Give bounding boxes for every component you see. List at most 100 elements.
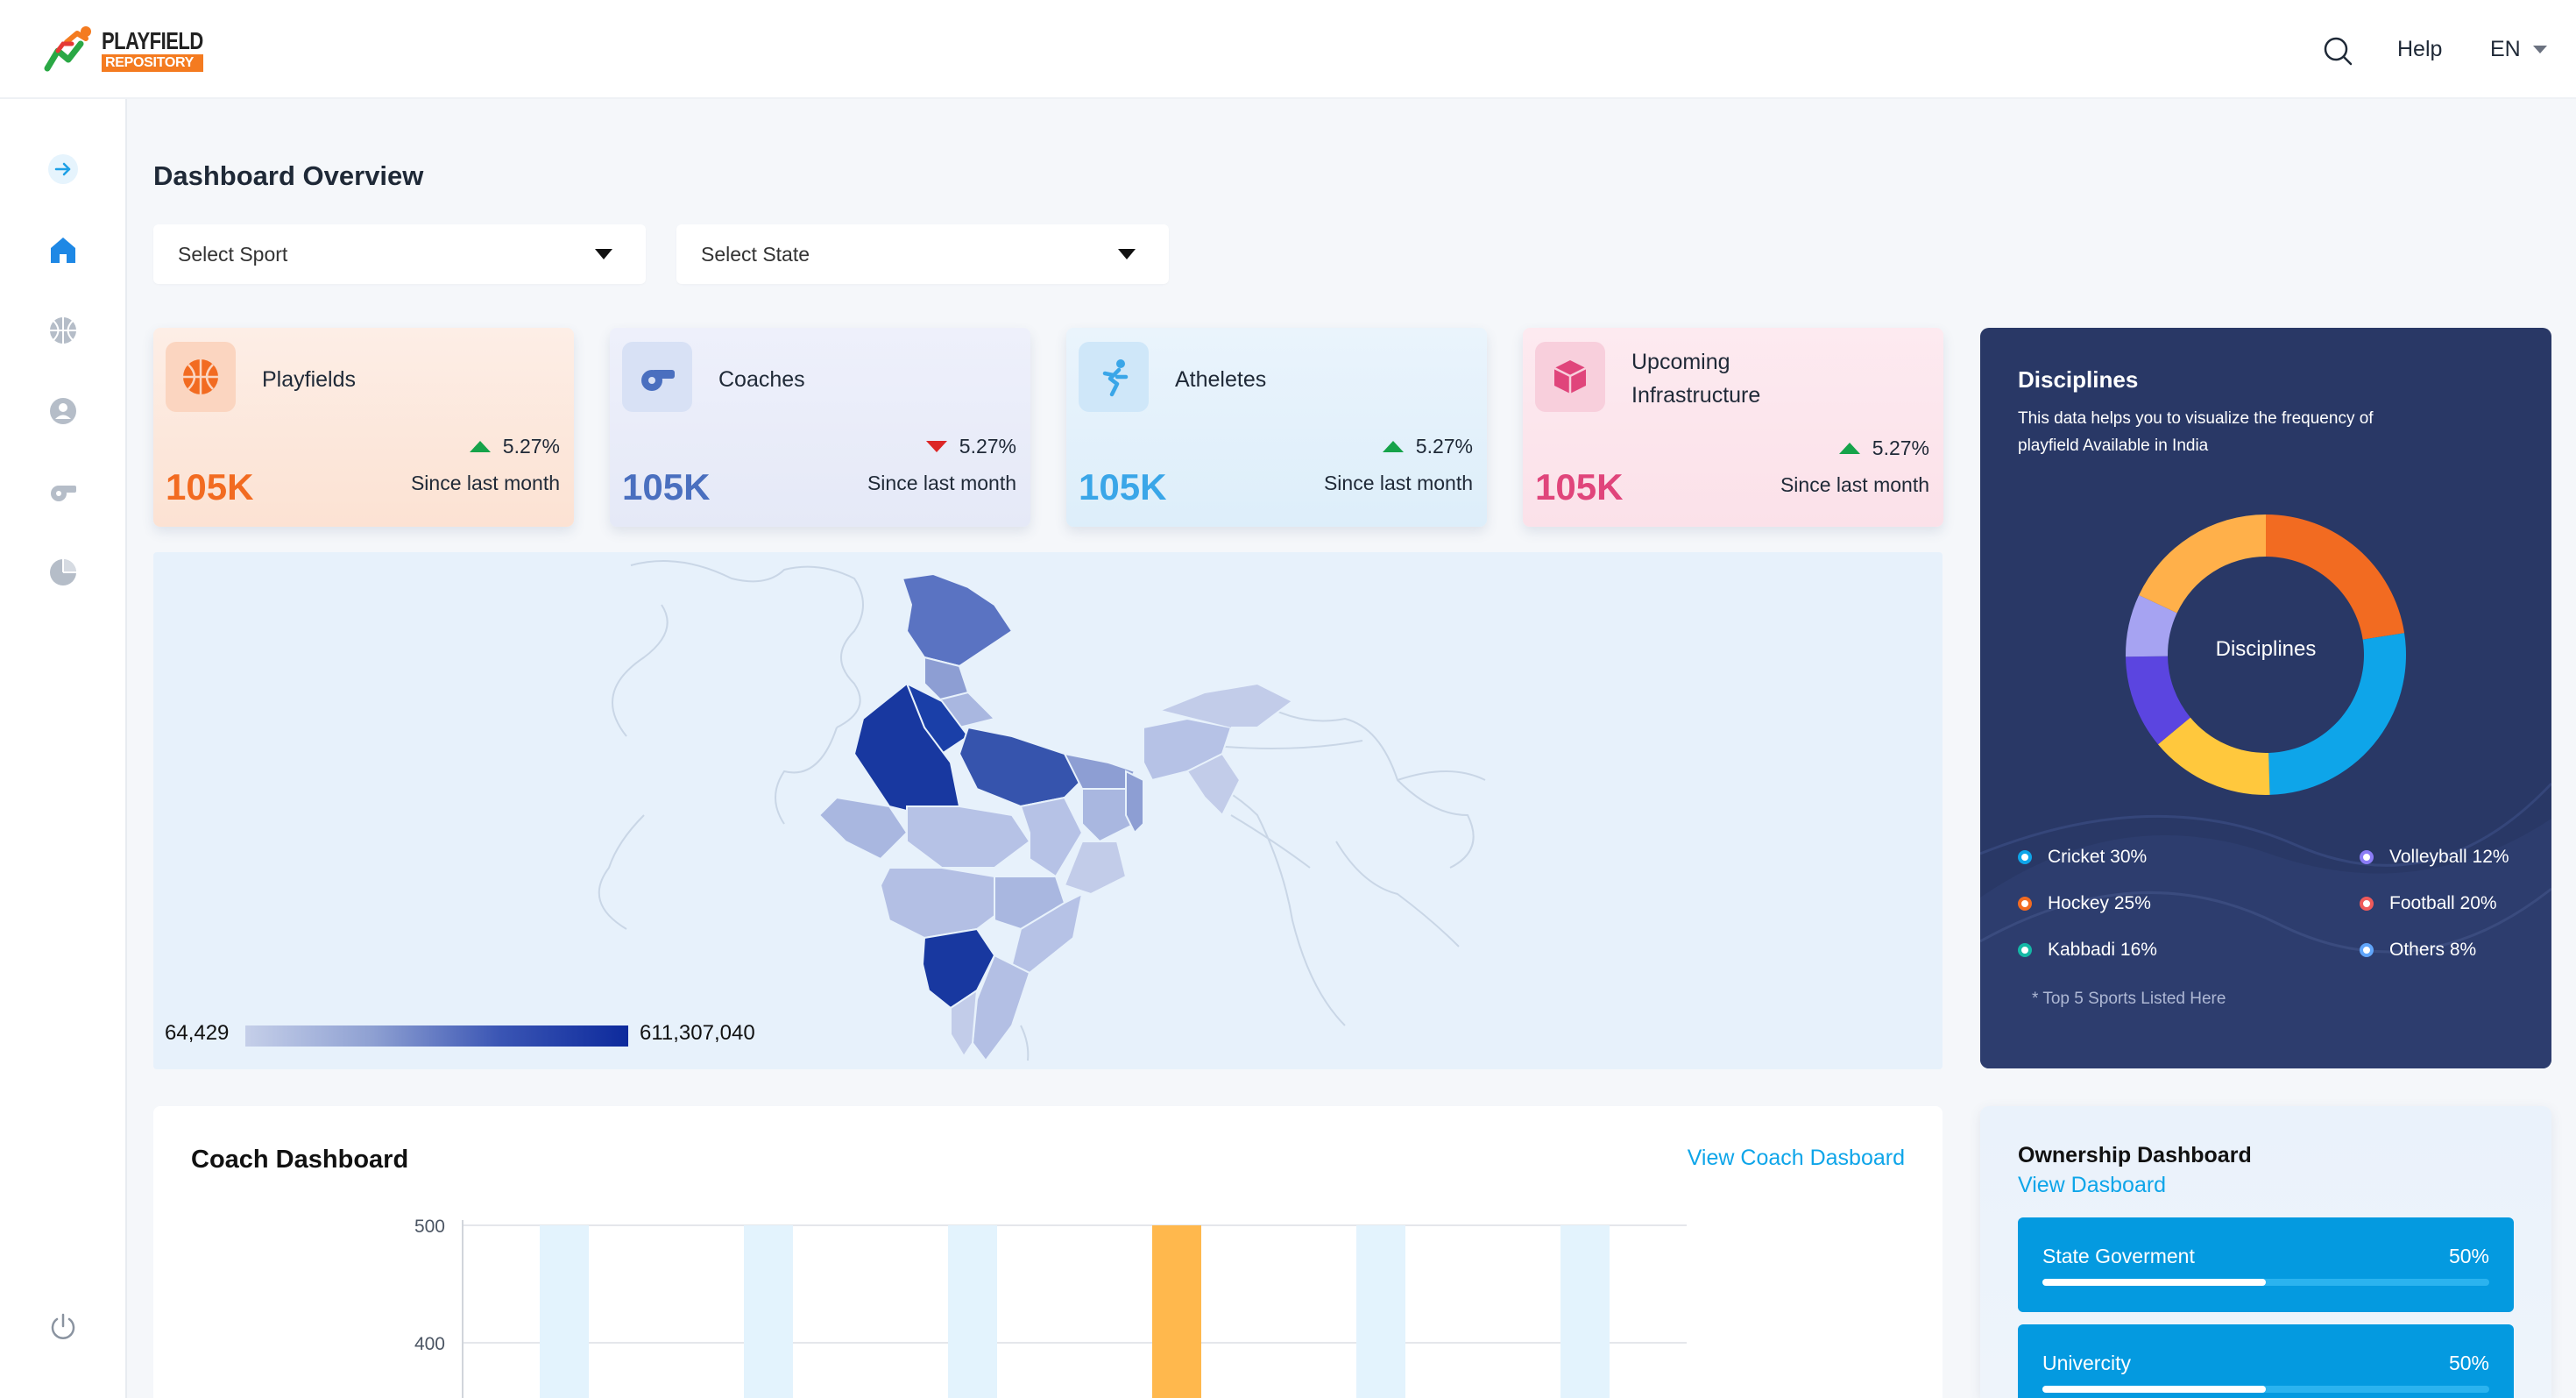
bar[interactable] xyxy=(1356,1225,1405,1398)
card-title: Atheletes xyxy=(1175,367,1267,392)
coaches-card[interactable]: Coaches 5.27% Since last month 105K xyxy=(610,328,1030,527)
state-arunachal xyxy=(1160,682,1294,728)
card-since: Since last month xyxy=(1323,472,1473,494)
sidebar-item-sports[interactable] xyxy=(44,311,82,350)
sidebar-item-profile[interactable] xyxy=(44,392,82,430)
help-link[interactable]: Help xyxy=(2397,37,2443,61)
donut-slice[interactable] xyxy=(2126,656,2190,745)
legend-dot xyxy=(2018,943,2032,957)
donut-slice[interactable] xyxy=(2126,595,2177,657)
card-title: Coaches xyxy=(718,367,805,392)
legend-item: Football 20% xyxy=(2360,893,2497,914)
legend-dot xyxy=(2018,850,2032,864)
legend-item: Others 8% xyxy=(2360,940,2476,961)
ownership-item-label: State Goverment xyxy=(2042,1245,2195,1267)
language-select[interactable]: EN xyxy=(2490,37,2547,62)
ownership-item-label: Univercity xyxy=(2042,1352,2131,1374)
infrastructure-card[interactable]: Upcoming Infrastructure 5.27% Since last… xyxy=(1523,328,1943,527)
ownership-title: Ownership Dashboard xyxy=(2018,1143,2252,1167)
card-since: Since last month xyxy=(867,472,1016,494)
language-label: EN xyxy=(2490,37,2521,61)
sidebar-item-reports[interactable] xyxy=(44,553,82,592)
logout-button[interactable] xyxy=(44,1308,82,1346)
legend-item: Kabbadi 16% xyxy=(2018,940,2157,961)
legend-label: Football 20% xyxy=(2389,893,2497,913)
card-value: 105K xyxy=(622,466,711,507)
wave-background xyxy=(1980,782,2551,1068)
top-header: PLAYFIELD REPOSITORY Help EN xyxy=(0,0,2576,99)
pie-chart-icon xyxy=(50,559,76,585)
bar-highlighted[interactable] xyxy=(1152,1225,1201,1398)
state-regions xyxy=(817,572,1242,1062)
state-maharashtra xyxy=(879,867,1014,940)
sport-select-value: Select Sport xyxy=(178,242,288,266)
chevron-down-icon xyxy=(2532,46,2547,53)
ownership-item[interactable]: State Goverment 50% xyxy=(2018,1217,2514,1312)
state-jharkhand xyxy=(1081,788,1136,843)
search-icon[interactable] xyxy=(2322,35,2353,67)
state-wb xyxy=(1125,770,1144,834)
ownership-dashboard-card: Ownership Dashboard View Dasboard State … xyxy=(1980,1106,2551,1398)
view-dashboard-link[interactable]: View Dasboard xyxy=(2018,1173,2167,1197)
state-mp xyxy=(906,805,1031,869)
legend-dot xyxy=(2360,943,2374,957)
state-odisha xyxy=(1063,841,1128,896)
trend-up-icon xyxy=(1838,443,1860,454)
bar[interactable] xyxy=(744,1225,793,1398)
card-title: Playfields xyxy=(262,367,356,392)
progress-fill xyxy=(2042,1386,2266,1393)
card-value: 105K xyxy=(166,466,254,507)
coaches-icon-box xyxy=(622,342,692,412)
sidebar xyxy=(0,99,127,1398)
sidebar-item-coaches[interactable] xyxy=(44,472,82,511)
sidebar-item-home[interactable] xyxy=(44,231,82,269)
card-title-line2: Infrastructure xyxy=(1631,383,1761,408)
card-change-value: 5.27% xyxy=(502,435,560,458)
card-change: 5.27% xyxy=(925,435,1016,458)
legend-label: Hockey 25% xyxy=(2048,893,2151,913)
y-tick-label: 400 xyxy=(414,1334,445,1354)
bar[interactable] xyxy=(1560,1225,1610,1398)
dropdown-arrow-icon xyxy=(595,249,612,259)
coach-dashboard-card: Coach Dashboard View Coach Dasboard 500 … xyxy=(153,1106,1943,1398)
ownership-item[interactable]: Univercity 50% xyxy=(2018,1324,2514,1398)
state-northeast-south xyxy=(1185,752,1242,817)
disciplines-donut-chart[interactable] xyxy=(2124,513,2408,797)
donut-center-label: Disciplines xyxy=(2215,637,2317,661)
playfields-icon-box xyxy=(166,342,236,412)
infrastructure-icon-box xyxy=(1535,342,1605,412)
state-select[interactable]: Select State xyxy=(676,224,1169,284)
app-logo[interactable]: PLAYFIELD REPOSITORY xyxy=(42,25,203,75)
y-tick-label: 500 xyxy=(414,1217,445,1237)
sport-select[interactable]: Select Sport xyxy=(153,224,646,284)
legend-dot xyxy=(2360,850,2374,864)
donut-slice[interactable] xyxy=(2157,717,2270,795)
progress-fill xyxy=(2042,1279,2266,1286)
legend-gradient-bar xyxy=(245,1025,628,1047)
card-title: Upcoming Infrastructure xyxy=(1631,345,1760,412)
athletes-card[interactable]: Atheletes 5.27% Since last month 105K xyxy=(1066,328,1487,527)
bar[interactable] xyxy=(948,1225,997,1398)
card-change-value: 5.27% xyxy=(1415,435,1473,458)
sidebar-expand-button[interactable] xyxy=(44,150,82,188)
trend-down-icon xyxy=(925,441,947,452)
arrow-right-icon xyxy=(48,154,78,184)
legend-item: Volleyball 12% xyxy=(2360,847,2509,868)
bar[interactable] xyxy=(540,1225,589,1398)
donut-slice[interactable] xyxy=(2266,514,2405,640)
donut-slice[interactable] xyxy=(2268,633,2406,795)
legend-label: Cricket 30% xyxy=(2048,847,2148,867)
page-title: Dashboard Overview xyxy=(153,160,424,191)
disciplines-title: Disciplines xyxy=(2018,366,2139,393)
card-change: 5.27% xyxy=(469,435,560,458)
legend-max-value: 611,307,040 xyxy=(640,1021,755,1045)
playfields-card[interactable]: Playfields 5.27% Since last month 105K xyxy=(153,328,574,527)
home-icon xyxy=(51,238,75,263)
view-coach-dashboard-link[interactable]: View Coach Dasboard xyxy=(1687,1146,1905,1170)
state-up xyxy=(958,726,1084,808)
basketball-icon xyxy=(183,359,218,394)
donut-slice[interactable] xyxy=(2139,514,2266,614)
india-choropleth-map[interactable] xyxy=(153,552,1943,1069)
state-gujarat xyxy=(817,796,909,861)
legend-label: Kabbadi 16% xyxy=(2048,940,2157,960)
